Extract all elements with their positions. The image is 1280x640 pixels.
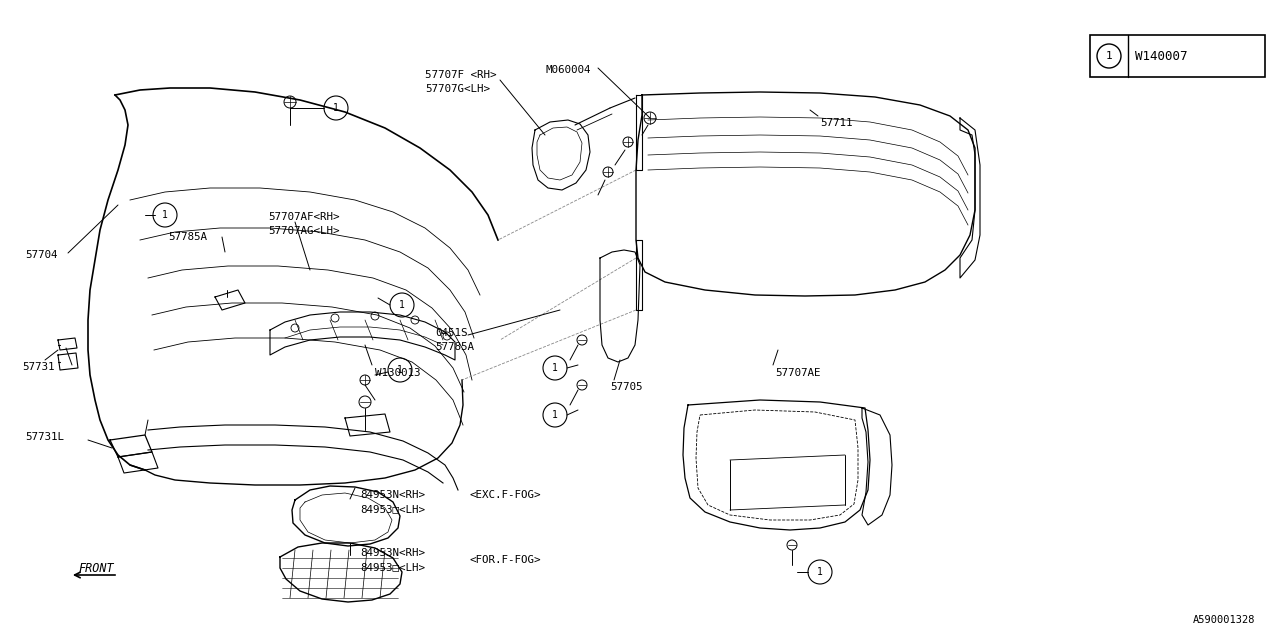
Text: FRONT: FRONT (78, 562, 114, 575)
Text: W140007: W140007 (1135, 49, 1188, 63)
Text: A590001328: A590001328 (1193, 615, 1254, 625)
Text: 1: 1 (552, 410, 558, 420)
Text: 57707AF<RH>: 57707AF<RH> (268, 212, 339, 222)
Text: 57707AE: 57707AE (774, 368, 820, 378)
Text: 1: 1 (552, 363, 558, 373)
Text: 57705: 57705 (611, 382, 643, 392)
Text: M060004: M060004 (545, 65, 590, 75)
Text: 1: 1 (333, 103, 339, 113)
Text: W130013: W130013 (375, 368, 421, 378)
Text: 57707AG<LH>: 57707AG<LH> (268, 226, 339, 236)
Text: 84953□<LH>: 84953□<LH> (360, 562, 425, 572)
Text: 57707G<LH>: 57707G<LH> (425, 84, 490, 94)
Text: 57785A: 57785A (168, 232, 207, 242)
Text: 1: 1 (817, 567, 823, 577)
Text: 57704: 57704 (26, 250, 58, 260)
Text: 57731L: 57731L (26, 432, 64, 442)
Text: 84953N<RH>: 84953N<RH> (360, 548, 425, 558)
Text: 57731: 57731 (22, 362, 55, 372)
Bar (1091, 35, 1265, 77)
Text: <FOR.F-FOG>: <FOR.F-FOG> (470, 555, 541, 565)
Text: 84953□<LH>: 84953□<LH> (360, 504, 425, 514)
Text: 1: 1 (399, 300, 404, 310)
Text: 57707F <RH>: 57707F <RH> (425, 70, 497, 80)
Text: <EXC.F-FOG>: <EXC.F-FOG> (470, 490, 541, 500)
Text: 57785A: 57785A (435, 342, 474, 352)
Text: 0451S: 0451S (435, 328, 467, 338)
Text: 1: 1 (163, 210, 168, 220)
Text: 1: 1 (1106, 51, 1112, 61)
Text: 84953N<RH>: 84953N<RH> (360, 490, 425, 500)
Text: 57711: 57711 (820, 118, 852, 128)
Text: 1: 1 (397, 365, 403, 375)
